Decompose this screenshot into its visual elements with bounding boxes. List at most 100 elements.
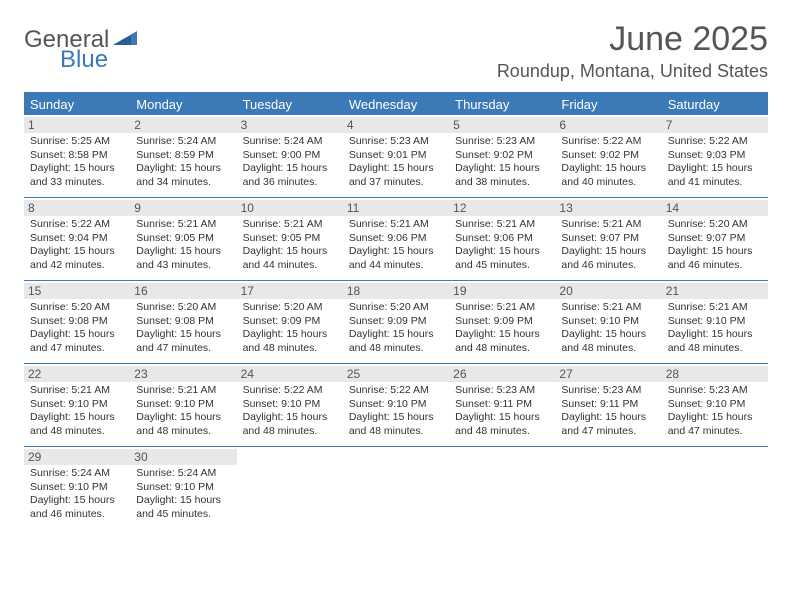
day-number: 22: [24, 366, 130, 382]
day-info: Sunrise: 5:20 AMSunset: 9:07 PMDaylight:…: [668, 218, 762, 273]
header: General Blue June 2025 Roundup, Montana,…: [24, 20, 768, 82]
day-number: 29: [24, 449, 130, 465]
day-cell-15: 15Sunrise: 5:20 AMSunset: 9:08 PMDayligh…: [24, 281, 130, 363]
weeks-container: 1 Sunrise: 5:25 AMSunset: 8:58 PMDaylight…: [24, 115, 768, 529]
day-cell-7: 7Sunrise: 5:22 AMSunset: 9:03 PMDaylight…: [662, 115, 768, 197]
day-info: Sunrise: 5:21 AMSunset: 9:06 PMDaylight:…: [349, 218, 443, 273]
weekday-saturday: Saturday: [662, 94, 768, 115]
day-number: 21: [662, 283, 768, 299]
day-cell-5: 5 Sunrise: 5:23 AMSunset: 9:02 PMDaylight…: [449, 115, 555, 197]
day-number: 7: [662, 117, 768, 133]
day-number: 4: [343, 117, 449, 133]
title-block: June 2025 Roundup, Montana, United State…: [497, 20, 768, 82]
day-info: Sunrise: 5:23 AMSunset: 9:11 PMDaylight:…: [561, 384, 655, 439]
day-cell-25: 25 Sunrise: 5:22 AMSunset: 9:10 PMDayligh…: [343, 364, 449, 446]
day-info: Sunrise: 5:23 AMSunset: 9:02 PMDaylight:…: [455, 135, 549, 190]
day-cell-24: 24 Sunrise: 5:22 AMSunset: 9:10 PMDayligh…: [237, 364, 343, 446]
day-number: 19: [449, 283, 555, 299]
day-info: Sunrise: 5:21 AMSunset: 9:07 PMDaylight:…: [561, 218, 655, 273]
empty-cell: [449, 447, 555, 529]
day-number: 9: [130, 200, 236, 216]
empty-cell: [343, 447, 449, 529]
day-number: 23: [130, 366, 236, 382]
calendar-page: General Blue June 2025 Roundup, Montana,…: [0, 0, 792, 549]
empty-cell: [555, 447, 661, 529]
day-number: 14: [662, 200, 768, 216]
day-cell-2: 2 Sunrise: 5:24 AMSunset: 8:59 PMDaylight…: [130, 115, 236, 197]
day-number: 12: [449, 200, 555, 216]
week-row: 15Sunrise: 5:20 AMSunset: 9:08 PMDayligh…: [24, 281, 768, 364]
day-info: Sunrise: 5:20 AMSunset: 9:08 PMDaylight:…: [30, 301, 124, 356]
day-cell-14: 14 Sunrise: 5:20 AMSunset: 9:07 PMDayligh…: [662, 198, 768, 280]
day-cell-26: 26 Sunrise: 5:23 AMSunset: 9:11 PMDayligh…: [449, 364, 555, 446]
day-cell-22: 22 Sunrise: 5:21 AMSunset: 9:10 PMDayligh…: [24, 364, 130, 446]
day-cell-10: 10Sunrise: 5:21 AMSunset: 9:05 PMDayligh…: [237, 198, 343, 280]
logo-text-blue: Blue: [60, 46, 108, 74]
month-title: June 2025: [497, 20, 768, 59]
day-cell-9: 9 Sunrise: 5:21 AMSunset: 9:05 PMDaylight…: [130, 198, 236, 280]
day-cell-3: 3 Sunrise: 5:24 AMSunset: 9:00 PMDaylight…: [237, 115, 343, 197]
day-number: 8: [24, 200, 130, 216]
day-cell-13: 13 Sunrise: 5:21 AMSunset: 9:07 PMDayligh…: [555, 198, 661, 280]
day-cell-30: 30 Sunrise: 5:24 AMSunset: 9:10 PMDayligh…: [130, 447, 236, 529]
day-cell-23: 23Sunrise: 5:21 AMSunset: 9:10 PMDayligh…: [130, 364, 236, 446]
day-info: Sunrise: 5:25 AMSunset: 8:58 PMDaylight:…: [30, 135, 124, 190]
day-info: Sunrise: 5:20 AMSunset: 9:09 PMDaylight:…: [243, 301, 337, 356]
day-info: Sunrise: 5:21 AMSunset: 9:10 PMDaylight:…: [561, 301, 655, 356]
day-number: 28: [662, 366, 768, 382]
day-cell-21: 21 Sunrise: 5:21 AMSunset: 9:10 PMDayligh…: [662, 281, 768, 363]
day-cell-20: 20 Sunrise: 5:21 AMSunset: 9:10 PMDayligh…: [555, 281, 661, 363]
day-info: Sunrise: 5:21 AMSunset: 9:10 PMDaylight:…: [30, 384, 124, 439]
day-number: 5: [449, 117, 555, 133]
day-info: Sunrise: 5:20 AMSunset: 9:08 PMDaylight:…: [136, 301, 230, 356]
location-text: Roundup, Montana, United States: [497, 61, 768, 82]
day-number: 13: [555, 200, 661, 216]
week-row: 22 Sunrise: 5:21 AMSunset: 9:10 PMDayligh…: [24, 364, 768, 447]
day-cell-17: 17 Sunrise: 5:20 AMSunset: 9:09 PMDayligh…: [237, 281, 343, 363]
day-number: 2: [130, 117, 236, 133]
empty-cell: [662, 447, 768, 529]
day-info: Sunrise: 5:23 AMSunset: 9:11 PMDaylight:…: [455, 384, 549, 439]
weekday-thursday: Thursday: [449, 94, 555, 115]
day-cell-27: 27 Sunrise: 5:23 AMSunset: 9:11 PMDayligh…: [555, 364, 661, 446]
weekday-header-row: SundayMondayTuesdayWednesdayThursdayFrid…: [24, 94, 768, 115]
day-number: 16: [130, 283, 236, 299]
day-number: 24: [237, 366, 343, 382]
day-cell-18: 18 Sunrise: 5:20 AMSunset: 9:09 PMDayligh…: [343, 281, 449, 363]
day-info: Sunrise: 5:21 AMSunset: 9:05 PMDaylight:…: [136, 218, 230, 273]
logo-triangle-icon: [113, 29, 139, 52]
day-number: 18: [343, 283, 449, 299]
day-info: Sunrise: 5:24 AMSunset: 9:10 PMDaylight:…: [136, 467, 230, 522]
day-number: 1: [24, 117, 130, 133]
logo: General Blue: [24, 26, 139, 54]
day-number: 17: [237, 283, 343, 299]
day-info: Sunrise: 5:22 AMSunset: 9:02 PMDaylight:…: [561, 135, 655, 190]
day-info: Sunrise: 5:21 AMSunset: 9:09 PMDaylight:…: [455, 301, 549, 356]
day-cell-19: 19 Sunrise: 5:21 AMSunset: 9:09 PMDayligh…: [449, 281, 555, 363]
day-cell-11: 11 Sunrise: 5:21 AMSunset: 9:06 PMDayligh…: [343, 198, 449, 280]
day-number: 25: [343, 366, 449, 382]
weekday-tuesday: Tuesday: [237, 94, 343, 115]
day-info: Sunrise: 5:21 AMSunset: 9:10 PMDaylight:…: [668, 301, 762, 356]
day-cell-16: 16 Sunrise: 5:20 AMSunset: 9:08 PMDayligh…: [130, 281, 236, 363]
day-number: 20: [555, 283, 661, 299]
day-info: Sunrise: 5:24 AMSunset: 9:00 PMDaylight:…: [243, 135, 337, 190]
day-cell-29: 29Sunrise: 5:24 AMSunset: 9:10 PMDayligh…: [24, 447, 130, 529]
day-info: Sunrise: 5:23 AMSunset: 9:01 PMDaylight:…: [349, 135, 443, 190]
day-number: 27: [555, 366, 661, 382]
day-info: Sunrise: 5:21 AMSunset: 9:06 PMDaylight:…: [455, 218, 549, 273]
day-number: 30: [130, 449, 236, 465]
day-number: 26: [449, 366, 555, 382]
day-cell-6: 6 Sunrise: 5:22 AMSunset: 9:02 PMDaylight…: [555, 115, 661, 197]
day-info: Sunrise: 5:21 AMSunset: 9:05 PMDaylight:…: [243, 218, 337, 273]
weekday-sunday: Sunday: [24, 94, 130, 115]
day-info: Sunrise: 5:20 AMSunset: 9:09 PMDaylight:…: [349, 301, 443, 356]
empty-cell: [237, 447, 343, 529]
week-row: 1 Sunrise: 5:25 AMSunset: 8:58 PMDaylight…: [24, 115, 768, 198]
day-number: 6: [555, 117, 661, 133]
day-info: Sunrise: 5:22 AMSunset: 9:10 PMDaylight:…: [349, 384, 443, 439]
day-info: Sunrise: 5:22 AMSunset: 9:10 PMDaylight:…: [243, 384, 337, 439]
day-number: 3: [237, 117, 343, 133]
day-info: Sunrise: 5:24 AMSunset: 8:59 PMDaylight:…: [136, 135, 230, 190]
day-number: 11: [343, 200, 449, 216]
